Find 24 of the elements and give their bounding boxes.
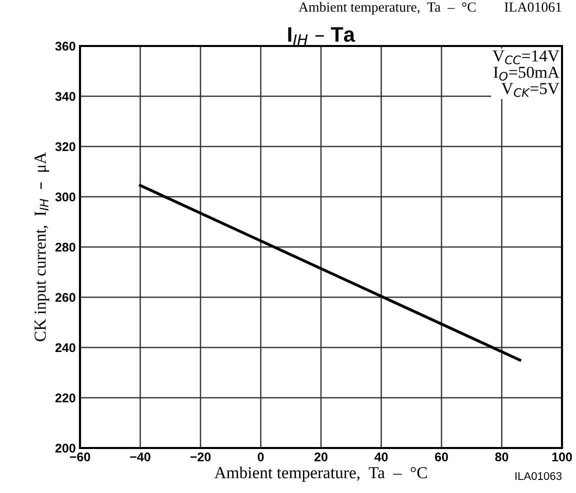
y-tick-label: 360 [55, 42, 76, 51]
x-tick-label: 80 [495, 452, 508, 462]
x-tick-label: 100 [552, 452, 572, 462]
x-tick-label: −20 [190, 452, 211, 462]
y-tick-label: 260 [55, 293, 76, 302]
y-axis-title: CK input current, I$_{IH}$ – μA [34, 152, 50, 342]
chart-title: I$_{IH}$ – Ta [288, 27, 356, 46]
text: ILA01063 [515, 472, 562, 480]
x-tick-label: 0 [258, 452, 264, 462]
x-tick-label: −40 [130, 452, 150, 462]
x-tick-label: 40 [374, 452, 388, 462]
x-tick-label: 60 [435, 452, 448, 462]
text: Ambient temperature, Ta – °C ILA01061 [298, 2, 562, 15]
x-axis-title: Ambient temperature, Ta – °C [214, 466, 427, 482]
text: V$_{CC}$=14V I$_{O}$=50mA V$_{CK}$=5V [492, 50, 560, 97]
y-tick-label: 320 [55, 142, 76, 152]
y-tick-label: 200 [55, 444, 76, 453]
y-tick-label: 220 [55, 394, 76, 402]
x-tick-label: −60 [70, 452, 90, 462]
y-tick-label: 280 [55, 242, 76, 252]
y-tick-label: 340 [55, 92, 76, 101]
x-tick-label: 20 [314, 452, 328, 462]
y-tick-label: 300 [55, 192, 76, 202]
y-tick-label: 240 [55, 343, 76, 352]
